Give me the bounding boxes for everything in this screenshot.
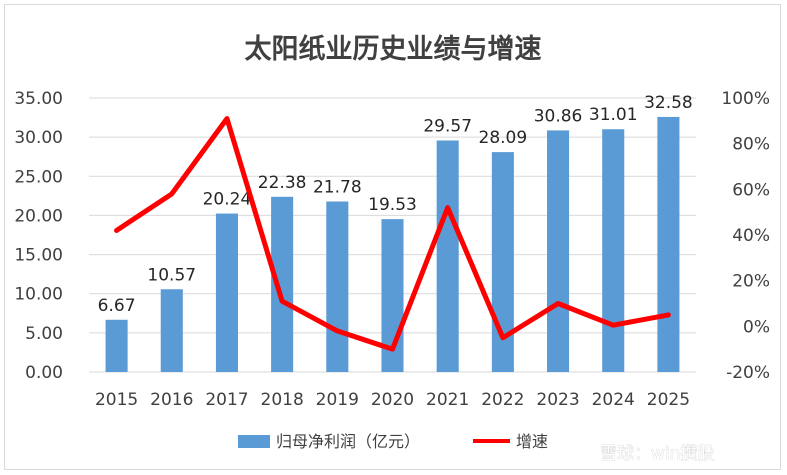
bar [657,116,680,372]
growth-line [114,116,671,352]
bar [436,140,459,372]
bar-series [105,116,680,372]
x-tick-label: 2015 [95,390,138,410]
chart-frame [4,4,781,470]
x-tick-label: 2016 [150,390,193,410]
bar-data-label: 32.58 [644,93,693,113]
right-tick-label: 0% [743,317,770,337]
bar-data-label: 22.38 [258,173,307,193]
watermark: 雪球：win攒股 [600,444,714,464]
bar [271,196,294,372]
right-tick-label: 80% [732,135,770,155]
right-tick-label: 40% [732,226,770,246]
right-tick-label: 100% [721,89,770,109]
left-tick-label: 15.00 [14,246,63,266]
bar [602,129,625,372]
bar-data-label: 30.86 [534,106,583,126]
bar [547,130,570,372]
gridlines [89,97,696,373]
right-tick-label: -20% [726,363,770,383]
right-tick-label: 20% [732,272,770,292]
left-tick-label: 30.00 [14,128,63,148]
legend-line-label: 增速 [516,432,548,451]
x-tick-label: 2024 [592,390,635,410]
legend: 归母净利润（亿元） 增速 [238,432,548,451]
left-axis-ticks: 0.00 5.00 10.00 15.00 20.00 25.00 30.00 35.00 [14,89,63,383]
bar [215,213,238,372]
line-series [114,116,671,352]
left-tick-label: 20.00 [14,206,63,226]
x-axis-ticks: 2015 2016 2017 2018 2019 2020 2021 2022 2023 2024… [95,390,690,410]
x-tick-label: 2021 [426,390,469,410]
bar-data-label: 21.78 [313,177,362,197]
x-tick-label: 2019 [316,390,359,410]
x-tick-label: 2025 [647,390,690,410]
legend-bar-label: 归母净利润（亿元） [276,432,420,451]
bar [160,289,183,372]
left-tick-label: 25.00 [14,167,63,187]
x-tick-label: 2018 [261,390,304,410]
bar [105,319,128,372]
x-tick-label: 2017 [205,390,248,410]
right-axis-ticks: -20% 0% 20% 40% 60% 80% 100% [721,89,770,383]
x-tick-label: 2023 [536,390,579,410]
left-tick-label: 35.00 [14,89,63,109]
bar-data-label: 6.67 [98,296,136,316]
bar-data-label: 31.01 [589,105,638,125]
right-tick-label: 60% [732,180,770,200]
chart-title: 太阳纸业历史业绩与增速 [245,33,542,65]
bar-data-label: 28.09 [479,128,528,148]
x-tick-label: 2022 [481,390,524,410]
bar-data-labels: 6.67 10.57 20.24 22.38 21.78 19.53 29.57 28.09 3… [98,93,693,316]
legend-bar-swatch [238,435,270,448]
left-tick-label: 10.00 [14,285,63,305]
bar [326,201,349,372]
left-tick-label: 0.00 [25,363,63,383]
x-tick-label: 2020 [371,390,414,410]
bar-data-label: 19.53 [368,195,417,215]
left-tick-label: 5.00 [25,324,63,344]
bar-data-label: 20.24 [203,190,252,210]
bar-data-label: 29.57 [423,117,472,137]
bar [491,152,514,372]
bar-data-label: 10.57 [147,265,196,285]
